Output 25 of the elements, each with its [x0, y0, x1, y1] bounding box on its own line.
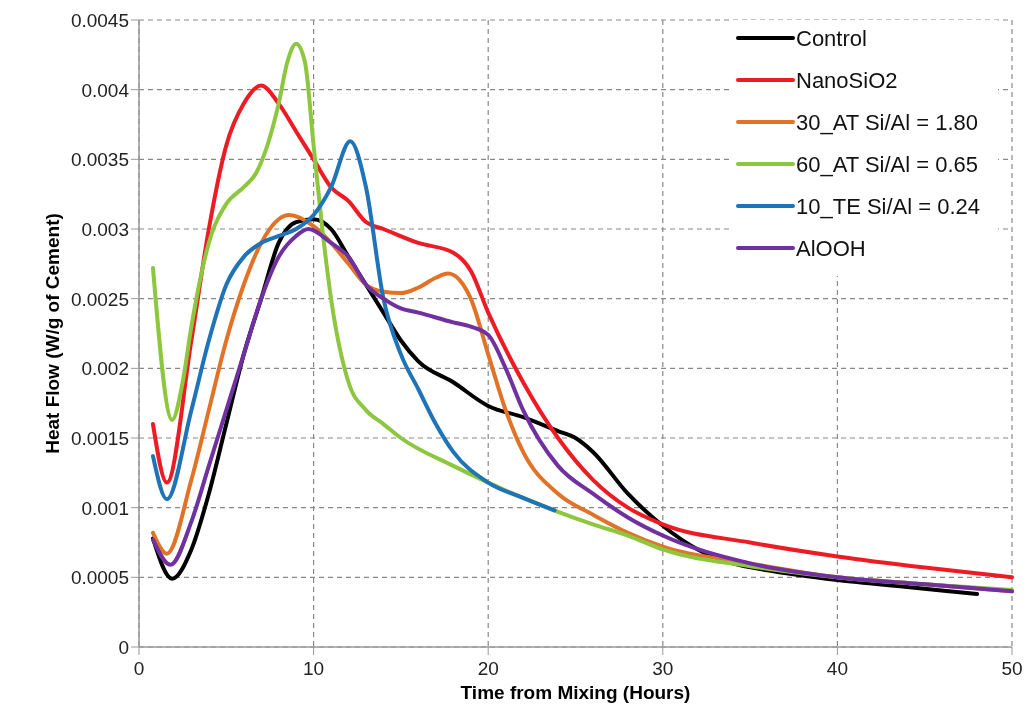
legend-label: AlOOH	[796, 236, 866, 261]
x-tick-label: 20	[477, 658, 499, 679]
y-tick-label: 0.0015	[70, 428, 129, 449]
x-tick-label: 30	[652, 658, 674, 679]
y-tick-label: 0.004	[81, 79, 130, 101]
y-tick-label: 0.003	[81, 219, 129, 240]
legend-label: 60_AT Si/Al = 0.65	[796, 152, 979, 177]
y-tick-label: 0.0045	[70, 10, 129, 31]
x-tick-label: 0	[133, 658, 145, 679]
line-series	[150, 139, 557, 513]
y-tick-label: 0.002	[81, 358, 129, 380]
y-tick-label: 0.0005	[70, 567, 129, 589]
legend-label: 10_TE Si/Al = 0.24	[796, 194, 981, 219]
legend-label: 30_AT Si/Al = 1.80	[796, 110, 979, 135]
legend-label: Control	[796, 26, 867, 51]
x-tick-label: 10	[303, 658, 325, 679]
y-tick-label: 0	[118, 637, 129, 658]
legend-label: NanoSiO2	[796, 68, 898, 93]
y-axis-title: Heat Flow (W/g of Cement)	[42, 213, 63, 454]
y-tick-label: 0.0025	[70, 288, 129, 310]
y-tick-label: 0.0035	[70, 149, 129, 171]
x-axis-title: Time from Mixing (Hours)	[460, 682, 691, 703]
x-tick-label: 50	[1001, 658, 1023, 679]
y-tick-label: 0.001	[81, 497, 129, 519]
x-tick-label: 40	[826, 658, 848, 679]
